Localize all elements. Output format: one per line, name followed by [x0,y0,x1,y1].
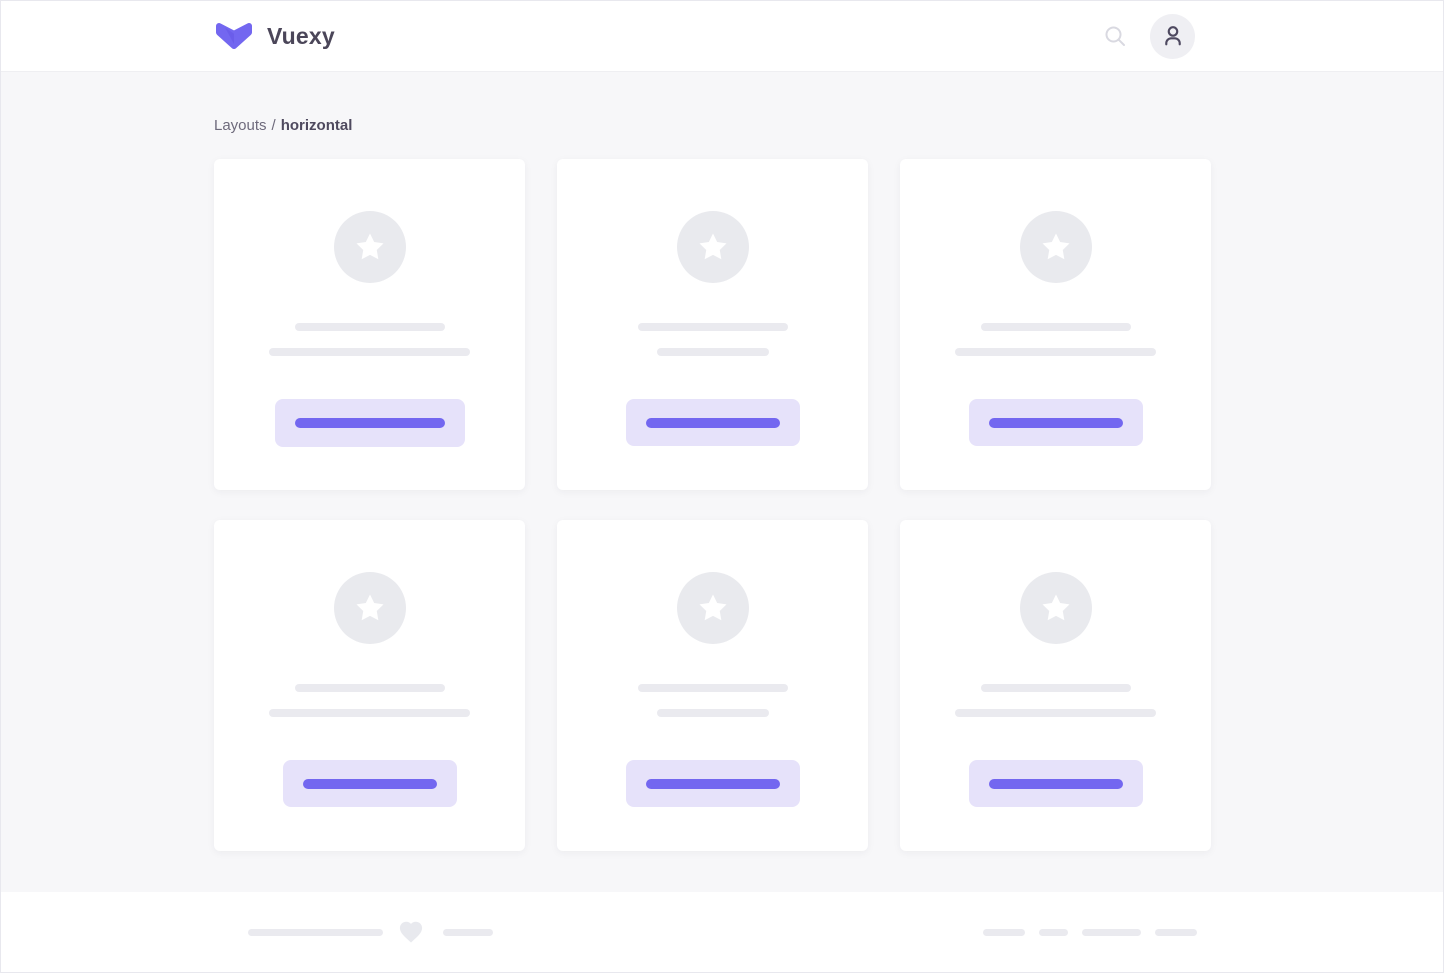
text-placeholder-line [637,323,788,331]
placeholder-card [557,520,868,851]
card-action-button[interactable] [274,399,465,447]
star-badge [676,211,749,283]
footer-link-placeholder [1039,928,1068,936]
button-label-placeholder [302,778,437,789]
star-icon [353,591,387,625]
footer-links-placeholder [983,928,1197,936]
star-icon [696,591,730,625]
breadcrumb-parent[interactable]: Layouts [214,117,267,134]
text-placeholder-line [980,323,1131,331]
placeholder-card [900,520,1211,851]
card-action-button[interactable] [282,760,457,807]
placeholder-card [557,159,868,490]
heart-icon [396,918,426,946]
star-icon [696,230,730,264]
header-actions [1103,13,1195,59]
cards-grid [214,159,1213,851]
user-menu-button[interactable] [1150,13,1195,59]
text-placeholder-line [443,928,493,936]
text-placeholder-line [656,348,769,356]
star-badge [676,572,749,644]
star-badge [333,211,406,283]
breadcrumb: Layouts / horizontal [214,116,1213,136]
breadcrumb-separator: / [271,117,276,134]
top-navbar: Vuexy [1,1,1443,72]
user-icon [1160,23,1186,49]
breadcrumb-current: horizontal [280,117,353,134]
card-action-button[interactable] [968,760,1143,807]
text-placeholder-line [294,323,445,331]
star-icon [1039,591,1073,625]
footer-link-placeholder [983,928,1025,936]
text-placeholder-line [656,709,769,717]
button-label-placeholder [645,417,780,428]
footer-link-placeholder [1155,928,1197,936]
card-action-button[interactable] [625,760,800,807]
placeholder-card [214,159,525,490]
star-badge [1019,211,1092,283]
card-action-button[interactable] [968,399,1143,446]
text-placeholder-line [955,348,1156,356]
button-label-placeholder [988,778,1123,789]
text-placeholder-line [269,348,470,356]
page-footer [1,892,1443,972]
card-action-button[interactable] [625,399,800,446]
placeholder-card [214,520,525,851]
search-button[interactable] [1103,24,1127,48]
button-label-placeholder [988,417,1123,428]
footer-copyright-placeholder [248,918,493,946]
text-placeholder-line [955,709,1156,717]
star-icon [353,230,387,264]
star-badge [1019,572,1092,644]
text-placeholder-line [269,709,470,717]
text-placeholder-line [980,684,1131,692]
text-placeholder-line [248,928,383,936]
search-icon [1103,24,1127,48]
vuexy-logo-icon [214,21,254,51]
page-content: Layouts / horizontal [1,72,1443,892]
text-placeholder-line [294,684,445,692]
button-label-placeholder [294,418,445,428]
star-icon [1039,230,1073,264]
brand-name: Vuexy [267,22,335,49]
text-placeholder-line [637,684,788,692]
button-label-placeholder [645,778,780,789]
footer-link-placeholder [1082,928,1141,936]
brand-logo[interactable]: Vuexy [214,21,335,51]
star-badge [333,572,406,644]
placeholder-card [900,159,1211,490]
